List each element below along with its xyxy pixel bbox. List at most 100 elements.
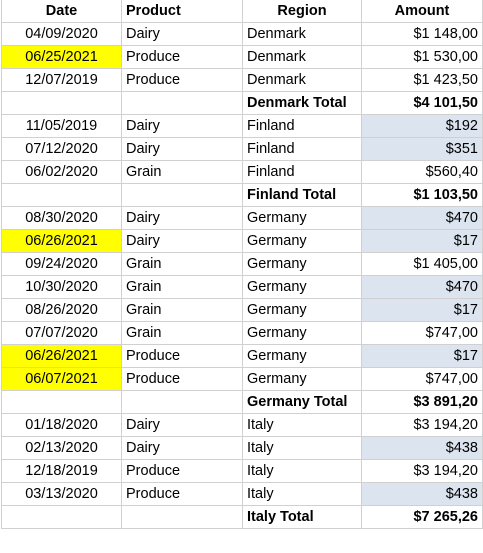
amount-total-cell[interactable]: $3 891,20	[361, 390, 483, 414]
region-cell[interactable]: Denmark	[242, 22, 362, 46]
region-cell[interactable]: Germany	[242, 275, 362, 299]
product-cell[interactable]: Dairy	[121, 22, 243, 46]
amount-cell[interactable]: $351	[361, 137, 483, 161]
product-cell[interactable]	[121, 91, 243, 115]
region-cell[interactable]: Germany	[242, 298, 362, 322]
table-row: 04/09/2020 Dairy Denmark $1 148,00	[1, 22, 483, 46]
table-row: 06/25/2021 Produce Denmark $1 530,00	[1, 45, 483, 69]
amount-cell[interactable]: $17	[361, 229, 483, 253]
table-row: 06/26/2021 Dairy Germany $17	[1, 229, 483, 253]
date-cell[interactable]	[1, 505, 122, 529]
date-cell[interactable]: 09/24/2020	[1, 252, 122, 276]
region-cell[interactable]: Germany	[242, 321, 362, 345]
header-product[interactable]: Product	[121, 0, 243, 23]
product-cell[interactable]	[121, 390, 243, 414]
amount-total-cell[interactable]: $4 101,50	[361, 91, 483, 115]
date-cell[interactable]: 06/26/2021	[1, 344, 122, 368]
region-cell[interactable]: Italy	[242, 459, 362, 483]
date-cell[interactable]: 02/13/2020	[1, 436, 122, 460]
product-cell[interactable]: Grain	[121, 252, 243, 276]
product-cell[interactable]: Dairy	[121, 114, 243, 138]
region-cell[interactable]: Denmark	[242, 45, 362, 69]
region-cell[interactable]: Finland	[242, 137, 362, 161]
product-cell[interactable]: Grain	[121, 275, 243, 299]
amount-cell[interactable]: $747,00	[361, 367, 483, 391]
date-cell[interactable]: 08/26/2020	[1, 298, 122, 322]
header-region[interactable]: Region	[242, 0, 362, 23]
region-total-cell[interactable]: Italy Total	[242, 505, 362, 529]
table-row: 01/18/2020 Dairy Italy $3 194,20	[1, 413, 483, 437]
amount-cell[interactable]: $192	[361, 114, 483, 138]
region-cell[interactable]: Germany	[242, 367, 362, 391]
date-cell[interactable]: 06/07/2021	[1, 367, 122, 391]
amount-cell[interactable]: $438	[361, 436, 483, 460]
date-cell[interactable]: 06/26/2021	[1, 229, 122, 253]
region-cell[interactable]: Germany	[242, 206, 362, 230]
date-cell[interactable]: 03/13/2020	[1, 482, 122, 506]
table-row: 07/07/2020 Grain Germany $747,00	[1, 321, 483, 345]
product-cell[interactable]: Grain	[121, 160, 243, 184]
product-cell[interactable]: Dairy	[121, 413, 243, 437]
region-cell[interactable]: Germany	[242, 252, 362, 276]
amount-cell[interactable]: $560,40	[361, 160, 483, 184]
date-cell[interactable]: 06/02/2020	[1, 160, 122, 184]
amount-cell[interactable]: $1 530,00	[361, 45, 483, 69]
product-cell[interactable]: Produce	[121, 45, 243, 69]
product-cell[interactable]	[121, 505, 243, 529]
date-cell[interactable]: 11/05/2019	[1, 114, 122, 138]
region-cell[interactable]: Italy	[242, 436, 362, 460]
product-cell[interactable]: Grain	[121, 298, 243, 322]
date-cell[interactable]: 07/12/2020	[1, 137, 122, 161]
date-cell[interactable]: 12/18/2019	[1, 459, 122, 483]
amount-total-cell[interactable]: $7 265,26	[361, 505, 483, 529]
date-cell[interactable]: 07/07/2020	[1, 321, 122, 345]
region-cell[interactable]: Denmark	[242, 68, 362, 92]
amount-cell[interactable]: $747,00	[361, 321, 483, 345]
product-cell[interactable]: Produce	[121, 68, 243, 92]
product-cell[interactable]: Produce	[121, 367, 243, 391]
amount-cell[interactable]: $3 194,20	[361, 459, 483, 483]
region-total-cell[interactable]: Finland Total	[242, 183, 362, 207]
product-cell[interactable]: Dairy	[121, 206, 243, 230]
region-cell[interactable]: Italy	[242, 482, 362, 506]
amount-cell[interactable]: $438	[361, 482, 483, 506]
table-row: 06/07/2021 Produce Germany $747,00	[1, 367, 483, 391]
product-cell[interactable]: Produce	[121, 482, 243, 506]
amount-cell[interactable]: $3 194,20	[361, 413, 483, 437]
table-row: 08/30/2020 Dairy Germany $470	[1, 206, 483, 230]
region-cell[interactable]: Finland	[242, 160, 362, 184]
header-date[interactable]: Date	[1, 0, 122, 23]
product-cell[interactable]: Dairy	[121, 137, 243, 161]
region-cell[interactable]: Germany	[242, 229, 362, 253]
amount-cell[interactable]: $17	[361, 344, 483, 368]
date-cell[interactable]: 10/30/2020	[1, 275, 122, 299]
date-cell[interactable]: 08/30/2020	[1, 206, 122, 230]
product-cell[interactable]: Dairy	[121, 436, 243, 460]
product-cell[interactable]: Grain	[121, 321, 243, 345]
date-cell[interactable]: 01/18/2020	[1, 413, 122, 437]
amount-total-cell[interactable]: $1 103,50	[361, 183, 483, 207]
product-cell[interactable]	[121, 183, 243, 207]
region-total-cell[interactable]: Denmark Total	[242, 91, 362, 115]
product-cell[interactable]: Produce	[121, 459, 243, 483]
date-cell[interactable]	[1, 91, 122, 115]
table-row: 02/13/2020 Dairy Italy $438	[1, 436, 483, 460]
amount-cell[interactable]: $470	[361, 275, 483, 299]
amount-cell[interactable]: $470	[361, 206, 483, 230]
product-cell[interactable]: Dairy	[121, 229, 243, 253]
region-cell[interactable]: Germany	[242, 344, 362, 368]
amount-cell[interactable]: $17	[361, 298, 483, 322]
region-cell[interactable]: Finland	[242, 114, 362, 138]
amount-cell[interactable]: $1 405,00	[361, 252, 483, 276]
date-cell[interactable]: 06/25/2021	[1, 45, 122, 69]
date-cell[interactable]	[1, 390, 122, 414]
date-cell[interactable]	[1, 183, 122, 207]
amount-cell[interactable]: $1 148,00	[361, 22, 483, 46]
date-cell[interactable]: 12/07/2019	[1, 68, 122, 92]
product-cell[interactable]: Produce	[121, 344, 243, 368]
region-total-cell[interactable]: Germany Total	[242, 390, 362, 414]
date-cell[interactable]: 04/09/2020	[1, 22, 122, 46]
header-amount[interactable]: Amount	[361, 0, 483, 23]
amount-cell[interactable]: $1 423,50	[361, 68, 483, 92]
region-cell[interactable]: Italy	[242, 413, 362, 437]
